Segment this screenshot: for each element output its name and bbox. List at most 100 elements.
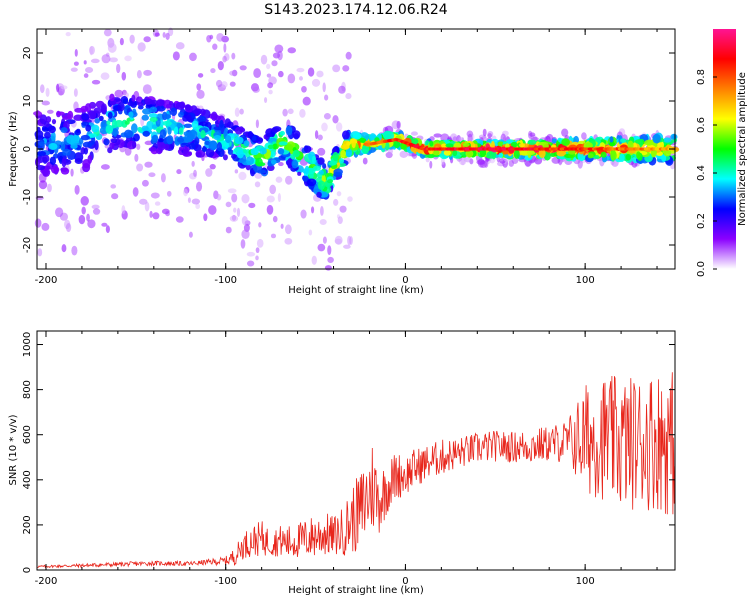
heatmap-blob [137,126,143,133]
heatmap-blob [150,192,160,199]
heatmap-blob [254,172,263,179]
heatmap-blob [83,60,87,65]
heatmap-blob [208,205,217,215]
snr-panel: -200 -100 0 100 0 200 400 600 800 1000 Height of… [8,330,676,596]
heatmap-blob [185,104,192,111]
heatmap-blob [332,64,341,73]
heatmap-blob [148,147,157,152]
y-tick-label: 400 [22,470,33,489]
heatmap-blob [225,134,232,144]
heatmap-blob [336,191,342,197]
heatmap-blob [236,149,244,159]
heatmap-blob [110,184,117,189]
heatmap-blob [278,141,288,146]
heatmap-blob [610,150,617,161]
heatmap-blob [42,154,50,163]
heatmap-blob [100,72,110,80]
heatmap-blob [229,215,239,222]
heatmap-blob [84,103,92,113]
heatmap-blob [60,85,68,90]
heatmap-blob [91,79,101,85]
heatmap-blob [239,65,247,71]
heatmap-blob [91,124,100,133]
heatmap-blob [304,165,310,175]
heatmap-blob [347,196,353,202]
heatmap-blob [104,144,109,149]
heatmap-blob [178,111,185,118]
heatmap-blob [193,169,197,177]
heatmap-blob [278,70,284,78]
heatmap-blob [121,71,127,81]
heatmap-blob [152,124,158,129]
heatmap-blob [399,150,408,158]
heatmap-blob [101,54,111,64]
heatmap-blob [351,138,356,149]
heatmap-blob [144,201,150,212]
colorbar-tick-label: 0.2 [696,213,707,229]
heatmap-blob [87,133,97,138]
heatmap-blob [154,201,161,206]
heatmap-blob [74,158,83,164]
heatmap-blob [188,231,193,238]
heatmap-blob [382,130,392,140]
x-tick-label: -200 [35,275,58,286]
heatmap-blob [619,153,625,162]
heatmap-blob [234,136,244,145]
heatmap-blob [101,222,108,227]
heatmap-blob [183,123,193,129]
heatmap-blob [50,131,56,142]
heatmap-blob [222,55,227,63]
heatmap-blob [166,135,174,145]
heatmap-blob [663,137,672,143]
heatmap-blob [156,99,165,107]
heatmap-blob [34,218,42,228]
heatmap-blob [210,68,216,74]
heatmap-blob [41,127,49,132]
heatmap-blob [644,139,654,146]
heatmap-blob [175,216,184,223]
y-tick-label: -20 [22,237,33,253]
snr-x-ticks: -200 -100 0 100 [35,331,658,587]
heatmap-blob [342,65,350,72]
heatmap-blob [226,121,234,129]
heatmap-blob [41,100,50,106]
heatmap-blob [188,142,196,150]
heatmap-blob [45,116,52,123]
heatmap-blob [81,113,90,121]
heatmap-blob [339,205,347,213]
heatmap-blob [271,60,278,67]
heatmap-blob [311,255,317,265]
heatmap-blob [163,114,172,120]
heatmap-blob [308,229,313,236]
heatmap-blob [35,157,41,167]
heatmap-blob [272,215,278,223]
heatmap-blob [234,126,243,135]
heatmap-blob [56,111,65,116]
heatmap-blob [92,208,101,215]
heatmap-blob [143,36,151,43]
heatmap-blob [222,154,228,161]
heatmap-blob [663,148,672,157]
heatmap-blob [279,130,285,136]
heatmap-blob [215,79,223,88]
heatmap-blob [107,42,117,53]
heatmap-blob [332,151,339,162]
heatmap-blob [141,125,149,132]
heatmap-blob [88,110,97,120]
heatmap-blob [251,135,257,142]
heatmap-blob [561,128,569,137]
x-tick-label: -100 [214,275,237,286]
heatmap-blob [124,120,130,125]
heatmap-blob [433,149,440,156]
heatmap-blob [73,61,79,66]
heatmap-blob [233,207,237,213]
heatmap-blob [107,111,113,119]
snr-y-ticks: 0 200 400 600 800 1000 [22,332,675,573]
heatmap-blob [184,132,195,143]
heatmap-blob [225,201,232,208]
y-tick-label: 200 [22,515,33,534]
heatmap-blob [209,163,216,170]
snr-series-line [37,372,675,569]
heatmap-blob [167,126,172,135]
heatmap-blob [433,133,442,138]
